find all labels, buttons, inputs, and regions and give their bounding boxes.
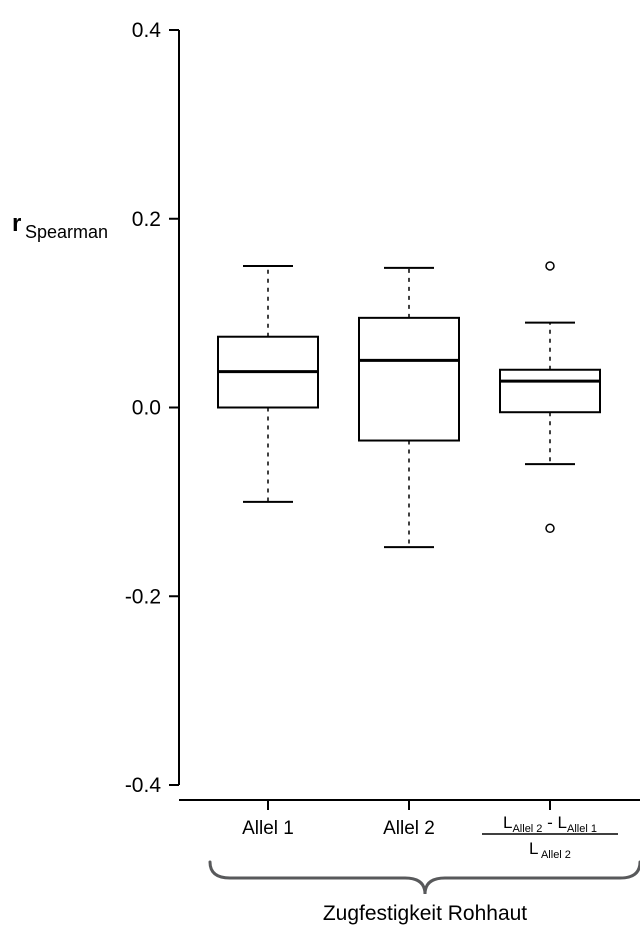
x-tick-label: Allel 2 <box>383 818 435 839</box>
y-tick-label: -0.2 <box>125 585 161 608</box>
y-axis-label-sub: Spearman <box>25 222 108 243</box>
boxplot-chart: -0.4-0.20.00.20.4Allel 1Allel 2LAllel 2 … <box>0 0 640 939</box>
y-tick-label: 0.2 <box>132 208 161 231</box>
y-axis-label-main: r <box>12 210 21 238</box>
group-label: Zugfestigkeit Rohhaut <box>323 902 527 925</box>
x-tick-label: Allel 1 <box>242 818 294 839</box>
box <box>359 318 459 441</box>
box <box>500 370 600 412</box>
y-tick-label: 0.4 <box>132 19 162 42</box>
y-tick-label: 0.0 <box>132 397 161 420</box>
y-tick-label: -0.4 <box>125 774 162 797</box>
